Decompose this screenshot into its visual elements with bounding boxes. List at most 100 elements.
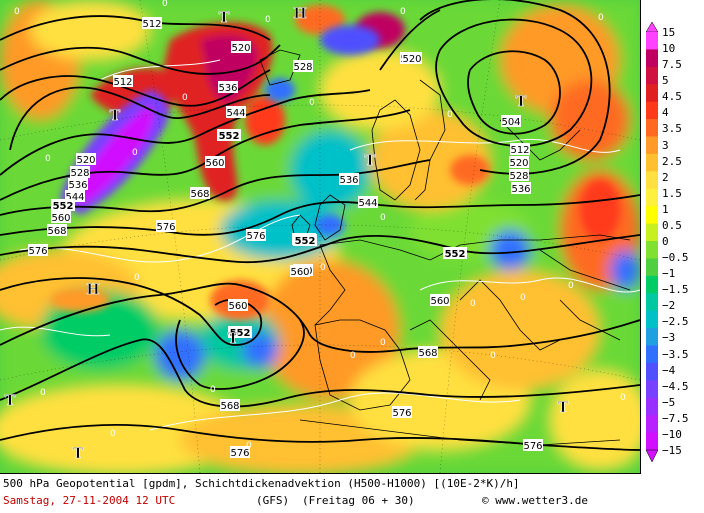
zero-advection-marker: 0 — [134, 273, 140, 283]
legend-label: −2 — [662, 299, 676, 313]
legend-label: 3 — [662, 138, 669, 152]
legend-swatch — [646, 362, 658, 381]
legend-swatch — [646, 293, 658, 312]
legend-swatch — [646, 380, 658, 399]
legend-swatch — [646, 432, 658, 451]
low-pressure-center: T — [558, 400, 569, 416]
legend-swatch — [646, 415, 658, 434]
zero-advection-marker: 0 — [350, 351, 356, 361]
legend-label: −7.5 — [662, 411, 689, 425]
isohypse-value: 528 — [509, 171, 528, 182]
zero-advection-marker: 0 — [380, 213, 386, 223]
isohypse-value: 576 — [246, 231, 265, 242]
isohypse-label: 576 — [392, 406, 412, 419]
isohypse-value: 552 — [230, 328, 251, 339]
zero-advection-marker: 0 — [320, 263, 326, 273]
legend-label: −4.5 — [662, 379, 689, 393]
isohypse-label: 560 — [228, 299, 248, 312]
zero-advection-marker: 0 — [490, 351, 496, 361]
graticule — [0, 0, 640, 473]
legend-swatch — [646, 32, 658, 50]
legend-label: 1.5 — [662, 186, 682, 200]
zero-advection-marker: 0 — [132, 148, 138, 158]
legend-swatch — [646, 49, 658, 68]
legend-label: 3.5 — [662, 122, 682, 136]
legend-label: 4 — [662, 106, 669, 120]
legend-label: 0 — [662, 235, 669, 248]
legend-label: 7.5 — [662, 58, 682, 72]
legend-label: −0.5 — [662, 251, 689, 265]
isohypse-value: 512 — [113, 77, 132, 88]
low-pressure-center: T — [219, 10, 230, 26]
isohypse-label: 568 — [220, 399, 240, 412]
isohypse-label: 528 — [509, 169, 529, 182]
zero-advection-marker: 0 — [40, 388, 46, 398]
legend-swatch — [646, 275, 658, 294]
legend-swatch — [646, 84, 658, 103]
isohypse-value: 544 — [226, 108, 245, 119]
isohypse-value: 552 — [219, 131, 240, 142]
isohypse-value: 568 — [220, 401, 239, 412]
map-title: 500 hPa Geopotential [gpdm], Schichtdick… — [3, 477, 520, 490]
isohypse-label: 560 — [430, 294, 450, 307]
isohypse-value: 536 — [68, 180, 87, 191]
legend-swatch — [646, 66, 658, 85]
isohypse-value: 576 — [28, 246, 47, 257]
zero-advection-marker: 0 — [45, 154, 51, 164]
isohypse-label: 544 — [358, 196, 378, 209]
isohypse-label: 560 — [51, 211, 71, 224]
coastlines — [259, 49, 631, 446]
isohypse-value: 560 — [290, 267, 309, 278]
isohypse-label: 536 — [511, 182, 531, 195]
isohypse-value: 568 — [47, 226, 66, 237]
map-canvas: 5125205125205285365445525605685765525605… — [0, 0, 640, 473]
isohypse-value: 512 — [510, 145, 529, 156]
zero-advection-marker: 0 — [182, 93, 188, 103]
isohypse-label: 552 — [217, 129, 241, 142]
isohypse-value: 544 — [65, 192, 84, 203]
low-pressure-center: T — [516, 94, 527, 110]
legend-label: 1 — [662, 202, 669, 216]
isohypse-value: 536 — [511, 184, 530, 195]
isohypse-label: 576 — [156, 220, 176, 233]
isohypse-value: 560 — [228, 301, 247, 312]
low-pressure-center: T — [228, 331, 239, 347]
legend-label: 10 — [662, 42, 676, 56]
isohypse-label: 568 — [190, 187, 210, 200]
legend-arrow-top — [646, 22, 658, 33]
zero-advection-marker: 0 — [309, 98, 315, 108]
isohypse-value: 568 — [190, 189, 209, 200]
isohypse-value: 560 — [51, 213, 70, 224]
zero-advection-marker: 0 — [265, 15, 271, 25]
isohypse-value: 536 — [218, 83, 237, 94]
isohypse-value: 512 — [142, 19, 161, 30]
isohypse-label: 504 — [501, 115, 521, 128]
legend-swatch — [646, 310, 658, 329]
isohypse-label: 552 — [293, 234, 317, 247]
isohypse-label: 552 — [51, 199, 75, 212]
isohypse-labels: 5125205125205285365445525605685765525605… — [28, 17, 543, 459]
isohypse-label: 536 — [339, 173, 359, 186]
legend-swatch — [646, 188, 658, 207]
isohypse-value: 576 — [392, 408, 411, 419]
legend-label: 2.5 — [662, 154, 682, 168]
legend-swatch — [646, 328, 658, 346]
low-pressure-center: T — [73, 446, 84, 462]
isohypse-label: 568 — [47, 224, 67, 237]
isohypse-label: 520 — [402, 52, 422, 65]
pressure-centers: T H T T T H T T T T — [4, 6, 569, 463]
legend-label: 15 — [662, 26, 676, 39]
isohypse-label: 544 — [226, 106, 246, 119]
isohypse-label: 512 — [113, 75, 133, 88]
isohypse-value: 520 — [402, 54, 421, 65]
legend-label: −4 — [662, 363, 676, 377]
isohypse-label: 520 — [231, 41, 251, 54]
legend-swatch — [646, 241, 658, 259]
zero-advection-marker: 0 — [568, 281, 574, 291]
isohypse-label: 576 — [230, 446, 250, 459]
isohypse-label: 568 — [418, 346, 438, 359]
zero-advection-marker: 0 — [598, 13, 604, 23]
legend-label: −10 — [662, 427, 682, 441]
legend-swatch — [646, 397, 658, 416]
isohypse-value: 560 — [205, 158, 224, 169]
